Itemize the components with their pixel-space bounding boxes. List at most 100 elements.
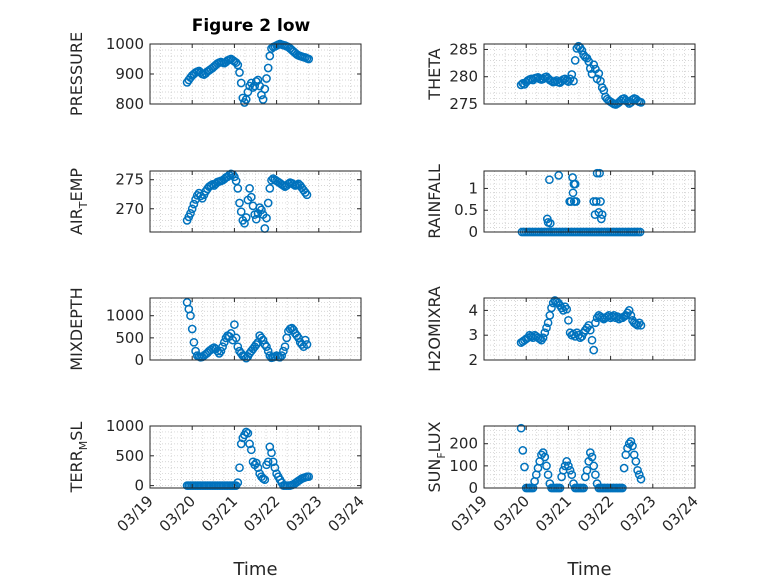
y-tick-label: 100 [449,457,478,475]
data-point [300,335,310,345]
data-point [258,95,268,104]
data-point [562,457,572,466]
y-tick-label: 0 [134,351,144,369]
data-point [236,207,246,217]
data-point [571,197,581,206]
data-point [623,97,632,107]
y-tick-label: 1 [468,179,478,197]
data-point [634,470,644,480]
data-point [277,351,287,360]
data-point [518,446,528,455]
data-point [300,188,310,197]
data-point [626,437,636,446]
data-point [253,75,263,85]
figure-title: Figure 2 low [192,16,311,36]
data-point [302,190,312,200]
y-tick-label: 275 [115,171,144,189]
data-point [564,461,573,471]
data-point [560,461,570,471]
data-point [265,184,275,193]
x-tick-label: 03/19 [448,492,491,535]
subplot-3: 270 275 AIRTEMP [67,168,362,235]
axes-box [483,425,696,489]
data-point [589,461,599,471]
data-point [592,168,602,178]
data-point [582,465,592,475]
data-point [567,470,577,480]
data-point [263,198,273,208]
data-point [596,197,605,206]
data-point [585,448,595,457]
data-point [263,457,273,467]
data-point [280,342,290,352]
y-axis-label: THETA [425,48,444,100]
data-point [565,465,575,475]
data-point [233,342,243,352]
data-point [251,458,261,468]
data-point [246,192,256,202]
data-point [263,63,273,73]
data-point [262,213,271,223]
data-point [633,465,642,475]
data-point [251,214,261,224]
data-point [545,218,555,228]
data-point [251,340,261,349]
data-series [516,41,646,109]
data-point [589,345,599,355]
y-axis-label: MIXDEPTH [67,287,86,370]
data-point [626,311,636,320]
y-tick-label: 200 [449,435,478,453]
data-point [262,74,271,83]
y-tick-label: 500 [115,447,144,465]
data-point [591,470,600,480]
data-point [216,346,226,356]
data-point [596,214,606,224]
data-point [187,204,197,214]
axes-box [149,170,362,233]
data-point [591,318,600,328]
data-point [304,472,314,482]
y-tick-label: 1000 [106,417,144,435]
data-point [636,98,646,107]
data-point [246,445,256,455]
data-point [566,197,576,206]
y-tick-label: 0 [468,223,478,241]
data-point [236,439,246,449]
data-point [547,303,556,313]
data-point [543,470,553,480]
x-tick-label: 03/21 [532,492,575,535]
data-point [189,199,199,209]
y-axis-label: TERRMSL [67,422,90,494]
data-point [540,328,550,338]
y-tick-label: 1000 [106,307,144,325]
data-point [542,323,551,333]
data-point [540,452,550,462]
data-point [542,461,551,471]
data-point [628,441,637,451]
axes-box [149,297,362,361]
x-tick-label: 03/21 [198,492,241,535]
data-point [255,203,265,212]
data-point [233,184,243,193]
data-series [516,296,646,355]
y-tick-label: 280 [449,68,478,86]
data-point [587,335,597,345]
data-point [213,346,222,356]
data-point [624,306,634,315]
subplot-1: 800 900 1000 PRESSURE [67,32,362,116]
data-point [189,337,199,347]
data-point [214,349,224,358]
y-tick-label: 800 [115,95,144,113]
data-point [569,76,578,86]
y-axis-label: AIRTEMP [67,168,90,235]
data-point [568,188,578,198]
data-point [257,333,266,343]
data-point [235,198,244,208]
axes-box [149,425,362,489]
data-point [240,218,249,228]
y-tick-label: 275 [449,95,478,113]
data-point [279,346,288,356]
data-series [182,169,312,233]
data-point [570,56,580,65]
